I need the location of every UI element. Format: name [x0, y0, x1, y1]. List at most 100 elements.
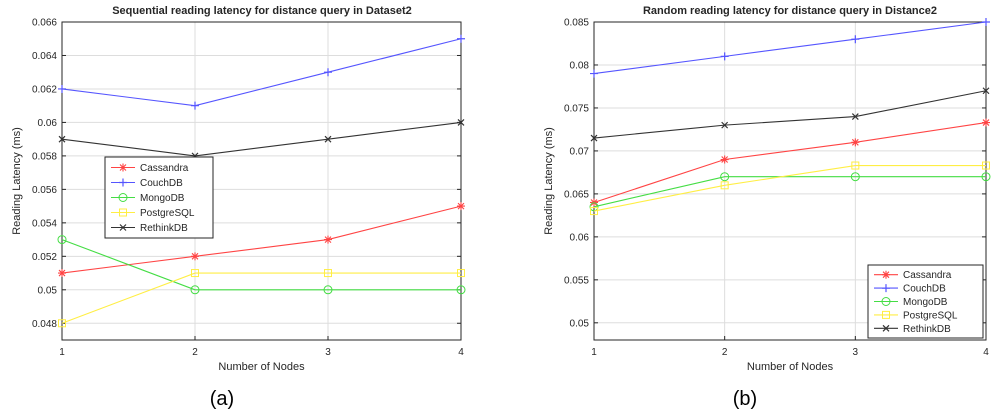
series-line — [61, 38, 462, 107]
legend-marker — [118, 193, 128, 202]
x-tick-label: 3 — [325, 347, 331, 358]
data-point — [851, 161, 860, 170]
data-point — [190, 285, 200, 295]
legend-item: MongoDB — [874, 297, 948, 308]
data-point — [982, 87, 990, 95]
legend-marker — [119, 178, 127, 187]
x-axis-label: Number of Nodes — [747, 361, 834, 373]
legend-item: Cassandra — [111, 163, 189, 174]
y-tick-label: 0.055 — [564, 275, 589, 286]
y-tick-label: 0.048 — [32, 319, 57, 330]
legend-item: CouchDB — [874, 284, 946, 295]
legend-label: Cassandra — [903, 270, 952, 281]
data-point — [850, 172, 860, 182]
y-tick-label: 0.052 — [32, 252, 57, 263]
x-tick-label: 2 — [192, 347, 198, 358]
chart-title: Random reading latency for distance quer… — [643, 5, 937, 17]
legend: Cassandra CouchDB MongoDB PostgreSQL Rethink… — [104, 156, 214, 239]
y-tick-label: 0.075 — [564, 103, 589, 114]
series-line — [61, 239, 461, 291]
panel-caption: (b) — [733, 388, 757, 410]
chart-title: Sequential reading latency for distance … — [112, 5, 412, 17]
legend-item: CouchDB — [111, 178, 183, 189]
data-point — [590, 69, 598, 78]
data-point — [457, 118, 465, 126]
y-tick-label: 0.062 — [32, 84, 57, 95]
x-axis-label: Number of Nodes — [218, 361, 305, 373]
data-point — [590, 207, 598, 216]
legend-item: RethinkDB — [874, 324, 951, 335]
data-point — [324, 235, 332, 244]
series-line — [61, 272, 461, 324]
x-tick-label: 3 — [853, 347, 859, 358]
data-point — [720, 181, 729, 190]
data-point — [324, 135, 332, 143]
series-mongodb — [589, 172, 991, 212]
data-point — [191, 269, 199, 278]
y-tick-label: 0.066 — [32, 18, 57, 29]
legend-item: PostgreSQL — [111, 208, 195, 219]
legend-marker — [119, 208, 127, 217]
legend-label: Cassandra — [140, 163, 189, 174]
data-point — [720, 172, 730, 182]
data-point — [851, 113, 859, 120]
x-tick-label: 1 — [591, 347, 597, 358]
legend-label: RethinkDB — [140, 223, 188, 234]
y-tick-label: 0.05 — [570, 318, 590, 329]
data-point — [721, 121, 729, 129]
data-point — [851, 138, 860, 147]
legend: Cassandra CouchDB MongoDB PostgreSQL Rethink… — [867, 264, 984, 339]
chart-panel-2: 0.05 0.055 0.06 0.065 0.07 0.075 0.08 0.085 1 2 3 4… — [543, 5, 991, 410]
legend-label: RethinkDB — [903, 324, 951, 335]
series-postgresql — [58, 269, 465, 328]
legend-label: MongoDB — [140, 193, 185, 204]
data-point — [457, 269, 465, 278]
data-point — [457, 34, 465, 43]
legend-marker — [882, 284, 890, 293]
legend-marker — [882, 270, 890, 279]
legend-marker — [882, 324, 890, 332]
data-point — [456, 285, 466, 295]
series-postgresql — [590, 161, 990, 216]
x-tick-label: 4 — [983, 347, 989, 358]
y-tick-label: 0.085 — [564, 18, 589, 29]
legend-item: RethinkDB — [111, 223, 188, 234]
data-point — [58, 135, 66, 143]
series-couchdb — [590, 18, 990, 78]
legend-item: Cassandra — [874, 270, 952, 281]
legend-label: PostgreSQL — [903, 310, 958, 321]
y-tick-label: 0.05 — [38, 285, 58, 296]
legend-label: PostgreSQL — [140, 208, 195, 219]
x-tick-label: 1 — [59, 347, 65, 358]
data-point — [982, 18, 990, 26]
series-cassandra — [590, 118, 990, 207]
y-tick-label: 0.058 — [32, 151, 57, 162]
y-tick-label: 0.07 — [570, 146, 590, 157]
data-point — [191, 252, 199, 261]
data-point — [720, 52, 729, 61]
legend-marker — [882, 310, 890, 319]
data-point — [590, 134, 598, 142]
series-line — [593, 90, 987, 139]
series-couchdb — [58, 34, 465, 110]
data-point — [720, 155, 729, 164]
legend-marker — [881, 297, 891, 306]
y-tick-label: 0.06 — [38, 118, 58, 129]
series-line — [593, 164, 986, 212]
data-point — [58, 269, 66, 278]
data-point — [324, 68, 332, 77]
y-tick-label: 0.08 — [570, 60, 590, 71]
legend-marker — [119, 163, 127, 172]
y-axis-label: Reading Latency (ms) — [11, 127, 23, 235]
legend-marker — [119, 224, 127, 231]
data-point — [58, 84, 66, 93]
legend-label: CouchDB — [140, 178, 183, 189]
series-rethinkdb — [590, 87, 990, 142]
plot-frame — [61, 21, 462, 341]
y-tick-label: 0.054 — [32, 218, 57, 229]
data-point — [323, 285, 333, 295]
legend-label: MongoDB — [903, 297, 948, 308]
data-point — [324, 269, 332, 278]
legend-item: MongoDB — [111, 193, 185, 204]
